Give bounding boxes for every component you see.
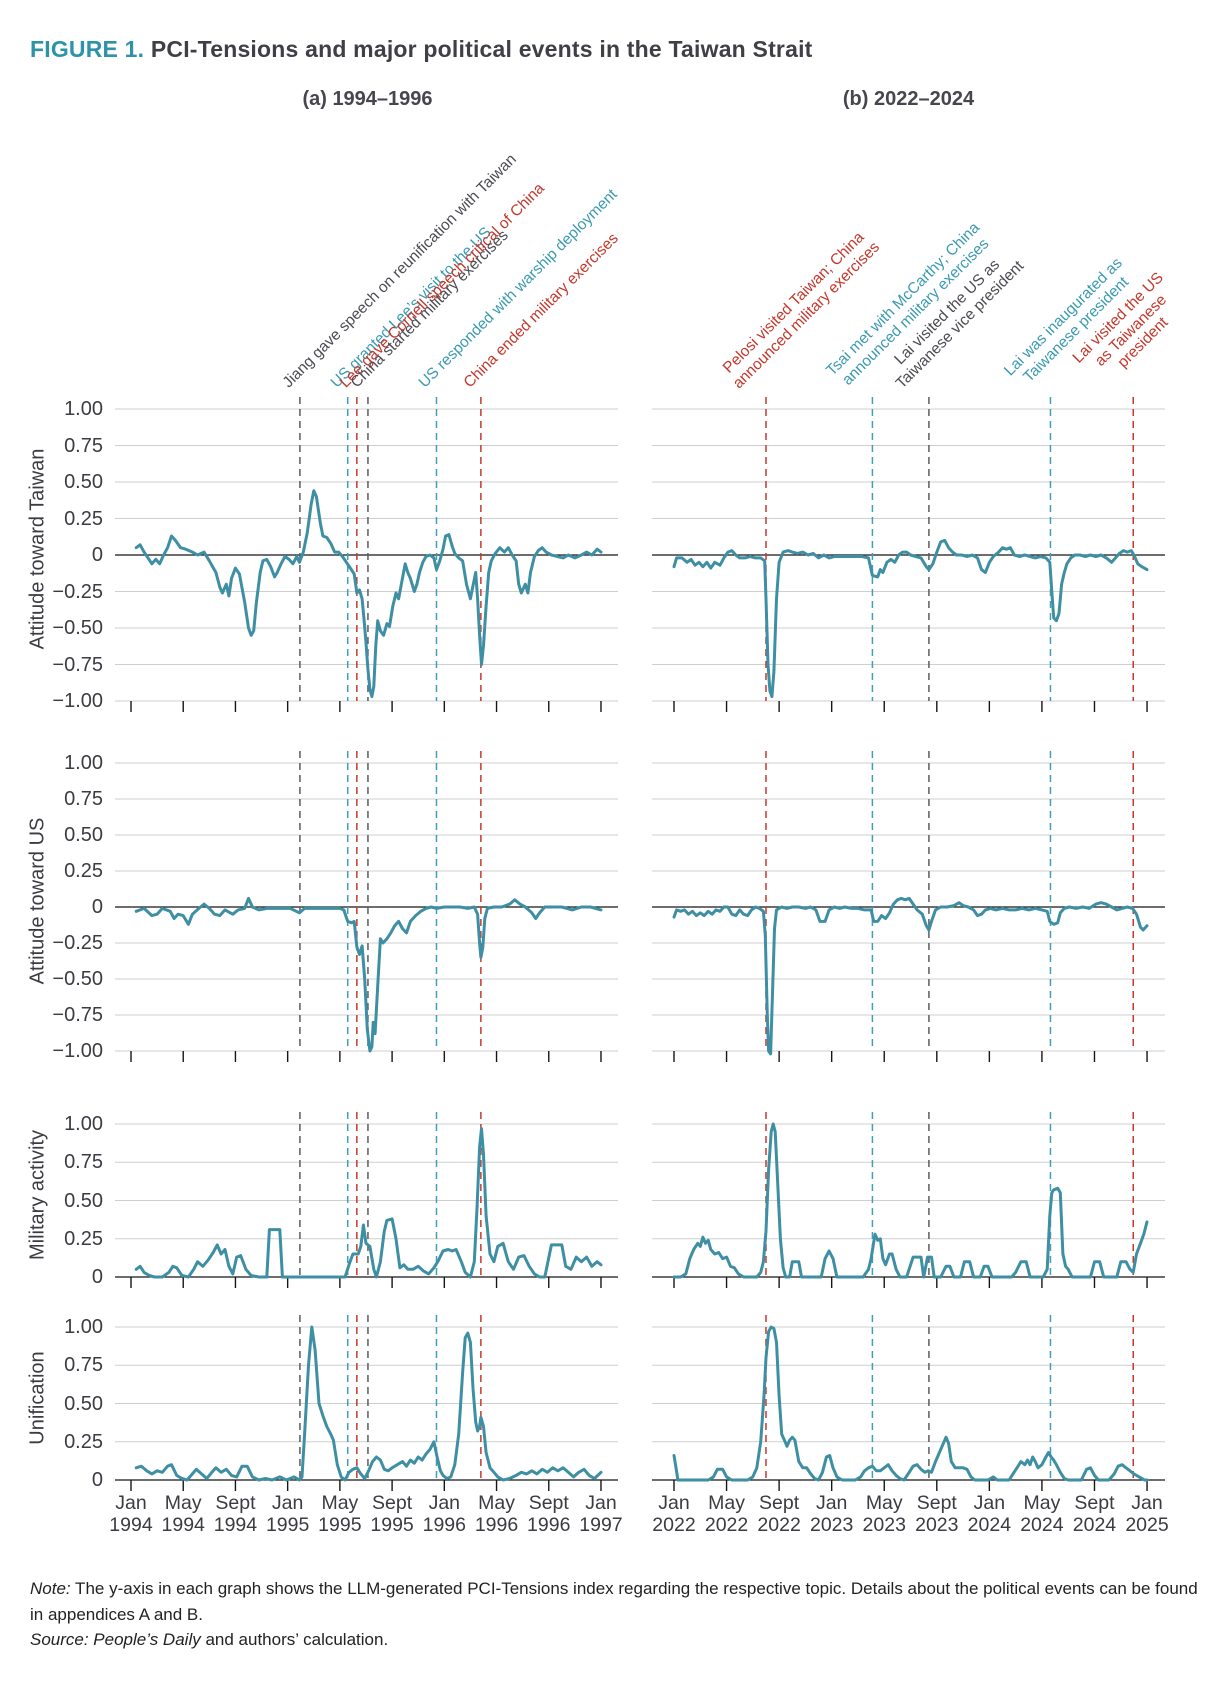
y-axis-title-1: Attitude toward US — [26, 817, 49, 985]
x-tick-label: May 2022 — [704, 1492, 749, 1536]
x-tick-label: Jan 1997 — [579, 1492, 623, 1536]
figure-title: FIGURE 1. PCI-Tensions and major politic… — [30, 36, 813, 63]
y-tick-label: 0.75 — [64, 788, 103, 810]
y-tick-label: 0.75 — [64, 1354, 103, 1377]
x-tick-label: Sept 2023 — [915, 1492, 959, 1536]
y-tick-label: 1.00 — [64, 398, 103, 420]
x-tick-label: Jan 1995 — [265, 1492, 310, 1536]
y-tick-label: 0.50 — [64, 824, 103, 846]
y-tick-label: 0.50 — [64, 1189, 103, 1212]
series-line-a-3 — [134, 1325, 603, 1482]
y-tick-label: 0.25 — [64, 507, 103, 530]
panel-b-row-0 — [652, 397, 1165, 712]
panel-b-row-2 — [652, 1112, 1165, 1288]
note-prefix: Note: — [30, 1579, 71, 1598]
y-tick-label: 0.25 — [64, 1430, 103, 1453]
x-tick-label: Sept 1994 — [213, 1492, 258, 1536]
y-tick-label: 0.25 — [64, 860, 103, 882]
y-tick-label: 1.00 — [64, 752, 103, 774]
series-line-b-3 — [672, 1325, 1149, 1482]
y-tick-label: −0.50 — [52, 968, 103, 990]
source-prefix: Source: People’s Daily — [30, 1630, 201, 1649]
x-tick-label: Jan 2023 — [809, 1492, 854, 1536]
panel-a-row-1 — [115, 751, 618, 1062]
series-line-a-1 — [134, 896, 603, 1053]
y-axis-title-0: Attitude toward Taiwan — [26, 448, 49, 650]
y-tick-label: 0.75 — [64, 1151, 103, 1174]
y-tick-label: 0 — [91, 896, 103, 918]
footnote-note: Note: The y-axis in each graph shows the… — [30, 1576, 1206, 1627]
figure-label: FIGURE 1. — [30, 36, 145, 62]
x-tick-label: May 2024 — [1020, 1492, 1064, 1536]
y-tick-label: −0.75 — [52, 653, 103, 676]
panel-a-row-0 — [115, 397, 618, 712]
x-tick-label: Sept 2024 — [1072, 1492, 1117, 1536]
x-tick-label: May 1995 — [318, 1492, 362, 1536]
x-tick-label: Jan 2022 — [652, 1492, 696, 1536]
y-tick-label: −1.00 — [52, 1040, 103, 1062]
y-axis-title-2: Military activity — [26, 1129, 49, 1260]
footnote-source: Source: People’s Daily and authors’ calc… — [30, 1627, 1206, 1653]
y-tick-label: −0.25 — [52, 580, 103, 603]
y-tick-label: 0.75 — [64, 434, 103, 457]
y-tick-label: 0 — [91, 1266, 103, 1288]
y-tick-label: −0.50 — [52, 617, 103, 639]
y-tick-label: 0.25 — [64, 1227, 103, 1250]
x-tick-label: Jan 1996 — [422, 1492, 466, 1536]
x-tick-label: Sept 1995 — [370, 1492, 414, 1536]
footnote: Note: The y-axis in each graph shows the… — [30, 1576, 1206, 1653]
y-axis-title-3: Unification — [26, 1350, 49, 1445]
panel-a-row-2 — [115, 1112, 618, 1288]
y-tick-label: 0 — [91, 544, 103, 566]
x-tick-label: Sept 2022 — [757, 1492, 801, 1536]
y-tick-label: −0.75 — [52, 1004, 103, 1026]
source-rest: and authors’ calculation. — [200, 1630, 389, 1649]
y-tick-label: 0.50 — [64, 1392, 103, 1415]
series-line-b-0 — [672, 538, 1149, 699]
series-line-a-0 — [134, 489, 603, 699]
y-tick-label: −1.00 — [52, 690, 103, 712]
panel-b-row-1 — [652, 751, 1165, 1062]
series-line-b-2 — [672, 1122, 1149, 1279]
series-line-a-2 — [134, 1127, 603, 1279]
figure-title-text: PCI-Tensions and major political events … — [144, 36, 813, 62]
x-tick-label: Jan 2024 — [967, 1492, 1012, 1536]
x-tick-label: May 2023 — [862, 1492, 906, 1536]
panel-a-caption: (a) 1994–1996 — [302, 88, 433, 110]
series-line-b-1 — [672, 896, 1149, 1056]
x-tick-label: Jan 2025 — [1125, 1492, 1169, 1536]
y-tick-label: 1.00 — [64, 1316, 103, 1338]
panel-b-row-3 — [652, 1315, 1165, 1491]
x-tick-label: Sept 1996 — [527, 1492, 571, 1536]
note-body: The y-axis in each graph shows the LLM-g… — [30, 1579, 1198, 1624]
panel-a-row-3 — [115, 1315, 618, 1491]
x-tick-label: May 1996 — [474, 1492, 519, 1536]
x-tick-label: Jan 1994 — [109, 1492, 153, 1536]
panel-b-caption: (b) 2022–2024 — [842, 88, 975, 110]
y-tick-label: 1.00 — [64, 1113, 103, 1135]
x-tick-label: May 1994 — [161, 1492, 205, 1536]
y-tick-label: −0.25 — [52, 932, 103, 954]
y-tick-label: 0 — [91, 1469, 103, 1491]
y-tick-label: 0.50 — [64, 471, 103, 493]
